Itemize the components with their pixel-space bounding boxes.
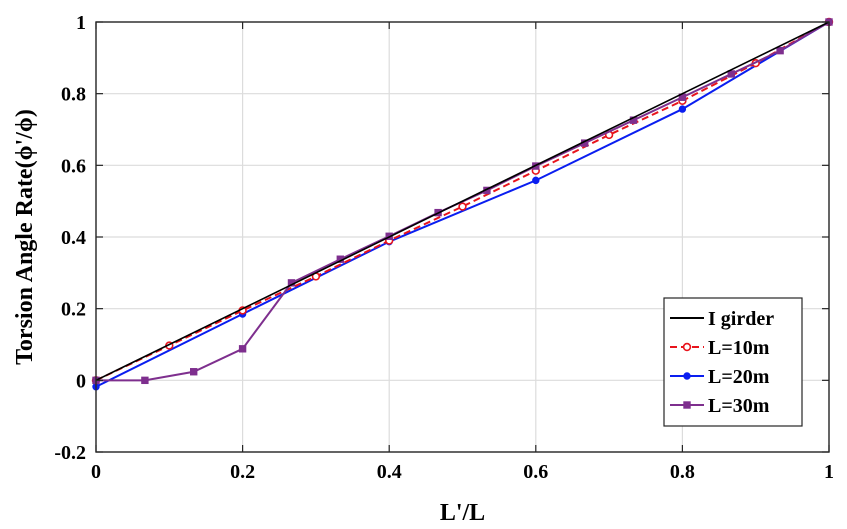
- data-point: [727, 70, 735, 78]
- series-i-girder: [95, 21, 830, 382]
- y-tick-label: 0.8: [61, 84, 86, 106]
- legend-label: L=10m: [708, 337, 770, 359]
- legend-label: I girder: [708, 308, 774, 330]
- legend-item: I girder: [670, 308, 774, 330]
- legend-marker: [683, 401, 691, 409]
- x-tick-label: 0: [91, 461, 101, 483]
- series-line: [95, 21, 830, 382]
- y-tick-label: -0.2: [54, 442, 86, 464]
- legend-label: L=20m: [708, 366, 770, 388]
- legend: I girder L=10m L=20m L=30m: [663, 297, 803, 427]
- x-tick-label: 0.4: [377, 461, 402, 483]
- legend-marker: [682, 342, 692, 352]
- y-tick-label: 0: [76, 370, 86, 392]
- y-tick-label: 1: [76, 12, 86, 34]
- legend-item: L=10m: [670, 337, 770, 359]
- x-axis-label: L'/L: [440, 500, 485, 526]
- series-l-10m: [91, 17, 834, 385]
- y-axis-label: Torsion Angle Rate(ϕ'/ϕ): [12, 109, 38, 365]
- legend-marker: [683, 372, 691, 380]
- x-tick-label: 0.2: [230, 461, 255, 483]
- x-tick-label: 1: [824, 461, 834, 483]
- axis-ticks: 0 0.2 0.4 0.6 0.8 1-0.200.20.40.60.81: [54, 12, 834, 483]
- data-point: [238, 345, 247, 353]
- data-point: [190, 368, 198, 376]
- data-point: [141, 376, 149, 385]
- y-tick-label: 0.2: [61, 299, 86, 321]
- legend-item: L=30m: [670, 395, 770, 417]
- series-line: [95, 21, 830, 382]
- legend-item: L=20m: [670, 366, 770, 388]
- legend-label: L=30m: [708, 395, 770, 417]
- series-layer: [91, 17, 834, 391]
- data-point: [678, 105, 687, 113]
- y-tick-label: 0.6: [61, 155, 86, 177]
- data-point: [776, 46, 784, 55]
- data-point: [532, 176, 540, 185]
- x-tick-label: 0.8: [670, 461, 695, 483]
- series-line: [95, 21, 830, 388]
- data-point: [458, 202, 467, 211]
- y-tick-label: 0.4: [61, 227, 86, 249]
- x-tick-label: 0.6: [523, 461, 548, 483]
